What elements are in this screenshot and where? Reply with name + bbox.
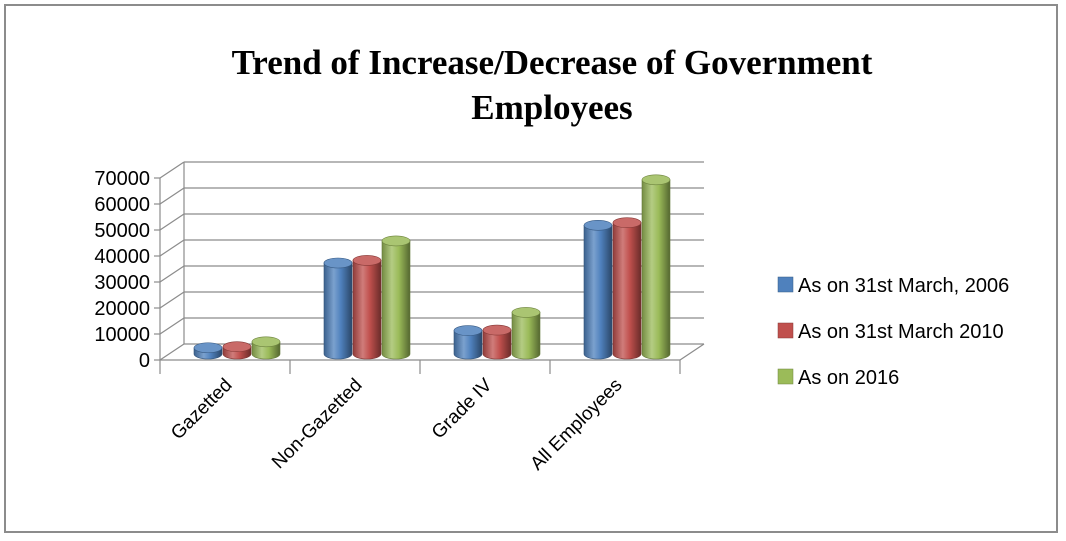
bar-body	[323, 262, 353, 360]
bar-grade-iv-s1	[453, 325, 483, 360]
y-tick-label: 40000	[94, 246, 150, 268]
bar-body	[612, 222, 642, 360]
bar-layer	[193, 174, 671, 360]
category-labels: Gazetted Non-Gazetted Grade IV All Employee…	[167, 374, 626, 474]
floor-right-edge	[679, 343, 705, 361]
chart-title-line-1: Trend of Increase/Decrease of Government	[232, 43, 873, 82]
bar-top	[251, 336, 281, 348]
side-gridline	[159, 161, 185, 179]
axis-layer	[154, 162, 705, 374]
bar-top	[381, 235, 411, 247]
side-gridline	[159, 239, 185, 257]
y-tick-label: 50000	[94, 220, 150, 242]
side-gridline	[159, 187, 185, 205]
category-label: All Employees	[527, 375, 627, 475]
bar-gazetted-s1	[193, 342, 223, 360]
y-tick-label: 0	[139, 350, 150, 372]
legend-swatch	[777, 368, 794, 385]
bar-body	[641, 179, 671, 360]
side-gridline	[159, 265, 185, 283]
bar-gazetted-s3	[251, 336, 281, 360]
bar-body	[381, 240, 411, 360]
bar-top	[583, 220, 613, 231]
y-tick-label: 10000	[94, 324, 150, 346]
bar-top	[453, 325, 483, 336]
bar-all-employees-s2	[612, 217, 642, 360]
bar-non-gazetted-s3	[381, 235, 411, 360]
bar-gazetted-s2	[222, 341, 252, 360]
y-tick-label: 20000	[94, 298, 150, 320]
y-tick-label: 60000	[94, 194, 150, 216]
y-tick-label: 30000	[94, 272, 150, 294]
bar-top	[511, 307, 541, 318]
bar-body	[453, 330, 483, 360]
bar-grade-iv-s2	[482, 324, 512, 360]
bar-body	[482, 329, 512, 360]
chart-title-line-2: Employees	[471, 88, 632, 127]
bar-all-employees-s1	[583, 220, 613, 360]
bar-top	[612, 217, 642, 228]
bar-top	[222, 341, 252, 353]
chart-frame: Trend of Increase/Decrease of Government…	[4, 4, 1058, 533]
y-tick-labels: 70000 60000 50000 40000 30000 20000 10000 0	[94, 168, 150, 372]
bar-top	[482, 324, 512, 336]
bar-top	[193, 342, 223, 354]
bar-body	[352, 260, 382, 360]
bar-body	[511, 312, 541, 360]
bar-non-gazetted-s2	[352, 255, 382, 360]
bar-all-employees-s3	[641, 174, 671, 360]
legend-label: As on 31st March, 2006	[798, 275, 1009, 297]
bar-top	[352, 255, 382, 266]
side-gridline	[159, 317, 185, 335]
bar-top	[641, 174, 671, 186]
y-tick-label: 70000	[94, 168, 150, 190]
side-gridline	[159, 343, 185, 361]
legend-swatch	[777, 322, 794, 339]
legend: As on 31st March, 2006 As on 31st March 2…	[777, 275, 1009, 389]
category-label: Non-Gazetted	[268, 375, 366, 473]
category-label: Grade IV	[428, 374, 497, 443]
bar-body	[583, 225, 613, 360]
bar-non-gazetted-s1	[323, 257, 353, 360]
bar-top	[323, 257, 353, 269]
bar-grade-iv-s3	[511, 307, 541, 360]
legend-swatch	[777, 276, 794, 293]
legend-label: As on 2016	[798, 367, 899, 389]
category-label: Gazetted	[167, 375, 236, 444]
side-gridline	[159, 291, 185, 309]
side-gridline	[159, 213, 185, 231]
chart-svg: Trend of Increase/Decrease of Government…	[94, 43, 1009, 475]
legend-label: As on 31st March 2010	[798, 321, 1004, 343]
